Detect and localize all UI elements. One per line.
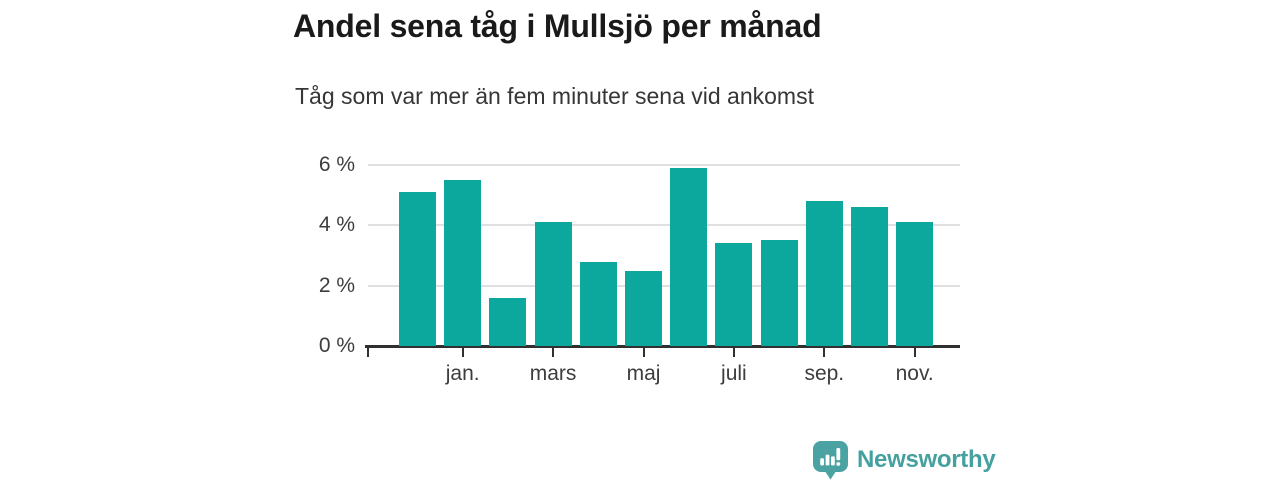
gridline-4: [368, 224, 960, 227]
x-axis-line: [365, 345, 960, 348]
x-tick-label: mars: [529, 362, 577, 385]
gridline-2: [368, 284, 960, 287]
brand-wordmark: Newsworthy: [857, 446, 996, 473]
x-axis-tick: [913, 348, 916, 357]
y-tick-label: 4 %: [318, 213, 355, 237]
bar: [534, 222, 572, 346]
x-tick-label: jan.: [445, 362, 480, 385]
y-tick-label: 0 %: [318, 334, 355, 357]
x-axis-tick: [461, 348, 464, 357]
bar: [896, 222, 934, 346]
x-axis-tick: [642, 348, 645, 357]
x-axis-origin-tick: [367, 348, 369, 357]
gridline-6: [368, 164, 960, 166]
x-axis-tick: [732, 348, 735, 357]
plot-area: jan. mars maj juli sep. nov.: [365, 164, 960, 385]
bar: [670, 168, 708, 346]
bar: [805, 201, 843, 346]
bar: [851, 207, 888, 346]
x-tick-label: juli: [721, 362, 747, 385]
bar: [399, 192, 436, 346]
y-tick-label: 2 %: [318, 273, 355, 297]
x-tick-label: nov.: [895, 362, 934, 385]
x-axis-tick: [552, 348, 555, 357]
bar: [444, 180, 482, 346]
bar: [579, 262, 617, 346]
chart-title: Andel sena tåg i Mullsjö per månad: [293, 8, 822, 44]
bar: [625, 271, 662, 346]
newsworthy-speech-bubble-bar-chart-icon: [813, 440, 848, 479]
x-axis-tick: [823, 348, 826, 357]
bar: [715, 243, 753, 346]
x-tick-label: maj: [626, 362, 661, 385]
brand-logo: Newsworthy: [813, 440, 996, 480]
chart-subtitle: Tåg som var mer än fem minuter sena vid …: [295, 83, 814, 109]
y-axis-labels: 0 % 2 % 4 % 6 %: [280, 153, 355, 357]
bar: [489, 298, 527, 346]
y-tick-label: 6 %: [318, 153, 355, 176]
x-tick-label: sep.: [804, 362, 845, 385]
bar: [760, 240, 798, 346]
